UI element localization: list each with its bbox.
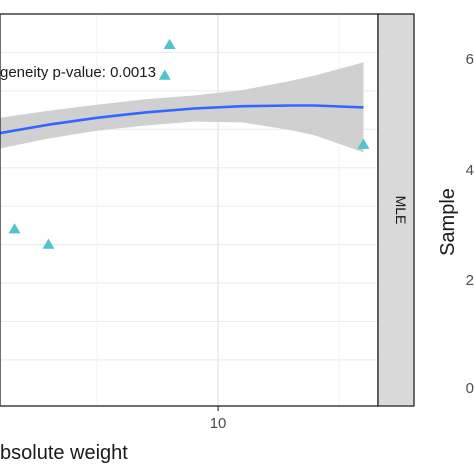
x-tick-label-0: 10: [210, 415, 227, 432]
data-point-1: [42, 238, 55, 249]
smooth-line: [0, 104, 364, 135]
gridlines: [0, 14, 378, 406]
data-point-3: [158, 69, 171, 80]
x-axis-label: bsolute weight: [0, 442, 128, 464]
right-tick-label-2: 2: [466, 272, 474, 289]
right-panel-tick-labels: 6 4 2 0: [466, 51, 474, 397]
right-tick-label-0: 6: [466, 51, 474, 68]
facet-strip: [377, 13, 415, 407]
data-point-4: [357, 138, 370, 149]
right-tick-label-1: 4: [466, 162, 474, 179]
right-panel-y-axis-label: Sample: [437, 188, 459, 256]
data-point-0: [8, 223, 21, 234]
data-point-2: [163, 38, 176, 49]
confidence-ribbon: [0, 62, 364, 153]
right-tick-label-3: 0: [466, 380, 474, 397]
data-points: [8, 38, 370, 249]
facet-strip-label: MLE: [393, 196, 409, 225]
annotation-text: geneity p-value: 0.0013: [0, 64, 156, 81]
x-axis-ticks: 10: [210, 406, 227, 432]
